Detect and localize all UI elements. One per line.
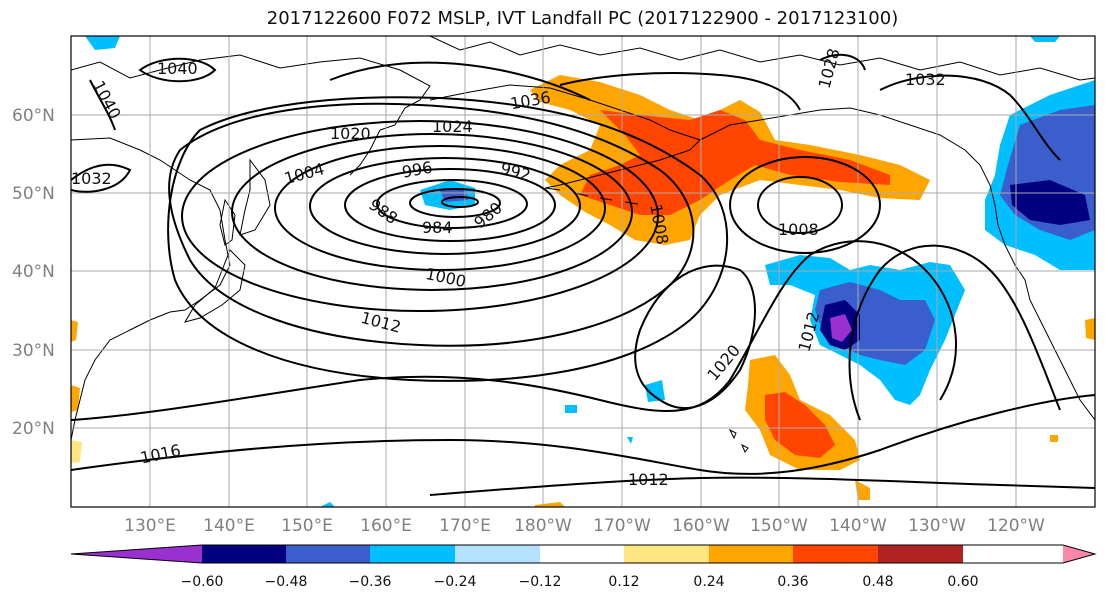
map-frame <box>70 35 1096 508</box>
isobar-label: 1032 <box>71 169 112 188</box>
lon-tick-label: 180°W <box>514 516 572 536</box>
isobar-label: 1020 <box>330 124 371 143</box>
isobar <box>409 188 501 218</box>
colorbar-segment <box>793 545 878 563</box>
isobar <box>181 120 659 312</box>
isobar-label: 1012 <box>628 470 669 489</box>
alaska-coast <box>429 84 999 226</box>
isobar <box>879 74 1061 161</box>
colorbar-tick-label: −0.48 <box>265 574 308 590</box>
isobar-label: 1008 <box>778 220 819 239</box>
lon-tick-label: 140°W <box>829 516 887 536</box>
lon-tick-label: 160°E <box>360 516 412 536</box>
colorbar-segment <box>878 545 963 563</box>
colorbar-tick-label: 0.60 <box>947 574 978 590</box>
arctic-coast <box>429 36 1095 81</box>
isobar <box>71 394 1095 475</box>
colorbar-tick-labels: −0.60 −0.48 −0.36 −0.24 −0.12 0.12 0.24 … <box>181 574 979 590</box>
isobar <box>559 72 801 111</box>
colorbar-outline <box>70 544 1097 564</box>
colorbar-tick-label: −0.36 <box>349 574 392 590</box>
latitude-labels: 20°N 30°N 40°N 50°N 60°N <box>12 106 55 439</box>
aleutian-islands <box>544 187 639 205</box>
map-title: 2017122600 F072 MSLP, IVT Landfall PC (2… <box>266 8 899 29</box>
colorbar-segment <box>709 545 793 563</box>
lon-tick-label: 120°W <box>987 516 1045 536</box>
isobar <box>167 96 729 382</box>
colorbar-segment <box>202 545 286 563</box>
isobar <box>819 53 866 71</box>
isobar <box>89 79 116 131</box>
isobar <box>138 57 217 83</box>
isobar <box>376 179 528 229</box>
lon-tick-label: 130°E <box>124 516 176 536</box>
isobar-label: 1032 <box>905 70 946 89</box>
colorbar-segment <box>624 545 709 563</box>
isobar <box>329 61 591 101</box>
colorbar <box>70 544 1097 564</box>
isobar <box>634 264 756 410</box>
lon-tick-label: 140°E <box>203 516 255 536</box>
lon-tick-label: 130°W <box>908 516 966 536</box>
isobar <box>441 196 479 208</box>
longitude-labels: 130°E 140°E 150°E 160°E 170°E 180°W 170°… <box>124 516 1045 536</box>
lat-tick-label: 30°N <box>12 341 55 361</box>
lon-tick-label: 170°W <box>593 516 651 536</box>
isobar <box>757 176 843 234</box>
lon-tick-label: 150°W <box>750 516 808 536</box>
isobar <box>729 156 881 254</box>
colorbar-segment <box>540 545 624 563</box>
colorbar-tick-label: 0.24 <box>693 574 724 590</box>
lat-tick-label: 50°N <box>12 184 55 204</box>
isobar <box>344 168 556 242</box>
japan-coast <box>183 249 246 323</box>
north-america-coast <box>997 224 1095 421</box>
ivt-strong-positive-region <box>580 110 890 215</box>
isobar <box>429 476 1095 496</box>
colorbar-segment <box>1063 545 1095 563</box>
isobar <box>71 163 132 193</box>
lon-tick-label: 160°W <box>672 516 730 536</box>
isobars <box>71 53 1095 496</box>
colorbar-tick-label: 0.48 <box>862 574 893 590</box>
ivt-strong-positive-south <box>765 392 835 458</box>
colorbar-tick-label: −0.24 <box>434 574 477 590</box>
lat-tick-label: 20°N <box>12 419 55 439</box>
lat-tick-label: 40°N <box>12 262 55 282</box>
colorbar-tick-label: 0.12 <box>608 574 639 590</box>
isobar-label: 1040 <box>157 59 198 78</box>
isobar <box>231 133 633 291</box>
colorbar-tick-label: −0.12 <box>519 574 562 590</box>
colorbar-tick-label: 0.36 <box>777 574 808 590</box>
gridlines <box>71 36 1095 507</box>
colorbar-segment <box>71 545 202 563</box>
lon-tick-label: 150°E <box>281 516 333 536</box>
isobar <box>848 244 1061 421</box>
isobar <box>274 145 606 271</box>
isobar <box>309 157 581 255</box>
coastlines <box>71 36 1095 453</box>
lat-tick-label: 60°N <box>12 106 55 126</box>
colorbar-segment <box>286 545 370 563</box>
isobar-label: 1024 <box>432 117 473 136</box>
colorbar-tick-label: −0.60 <box>181 574 224 590</box>
colorbar-segment <box>370 545 455 563</box>
isobar-label: 984 <box>422 218 453 237</box>
colorbar-segment <box>455 545 540 563</box>
hawaii-islands <box>728 428 749 453</box>
lon-tick-label: 170°E <box>439 516 491 536</box>
